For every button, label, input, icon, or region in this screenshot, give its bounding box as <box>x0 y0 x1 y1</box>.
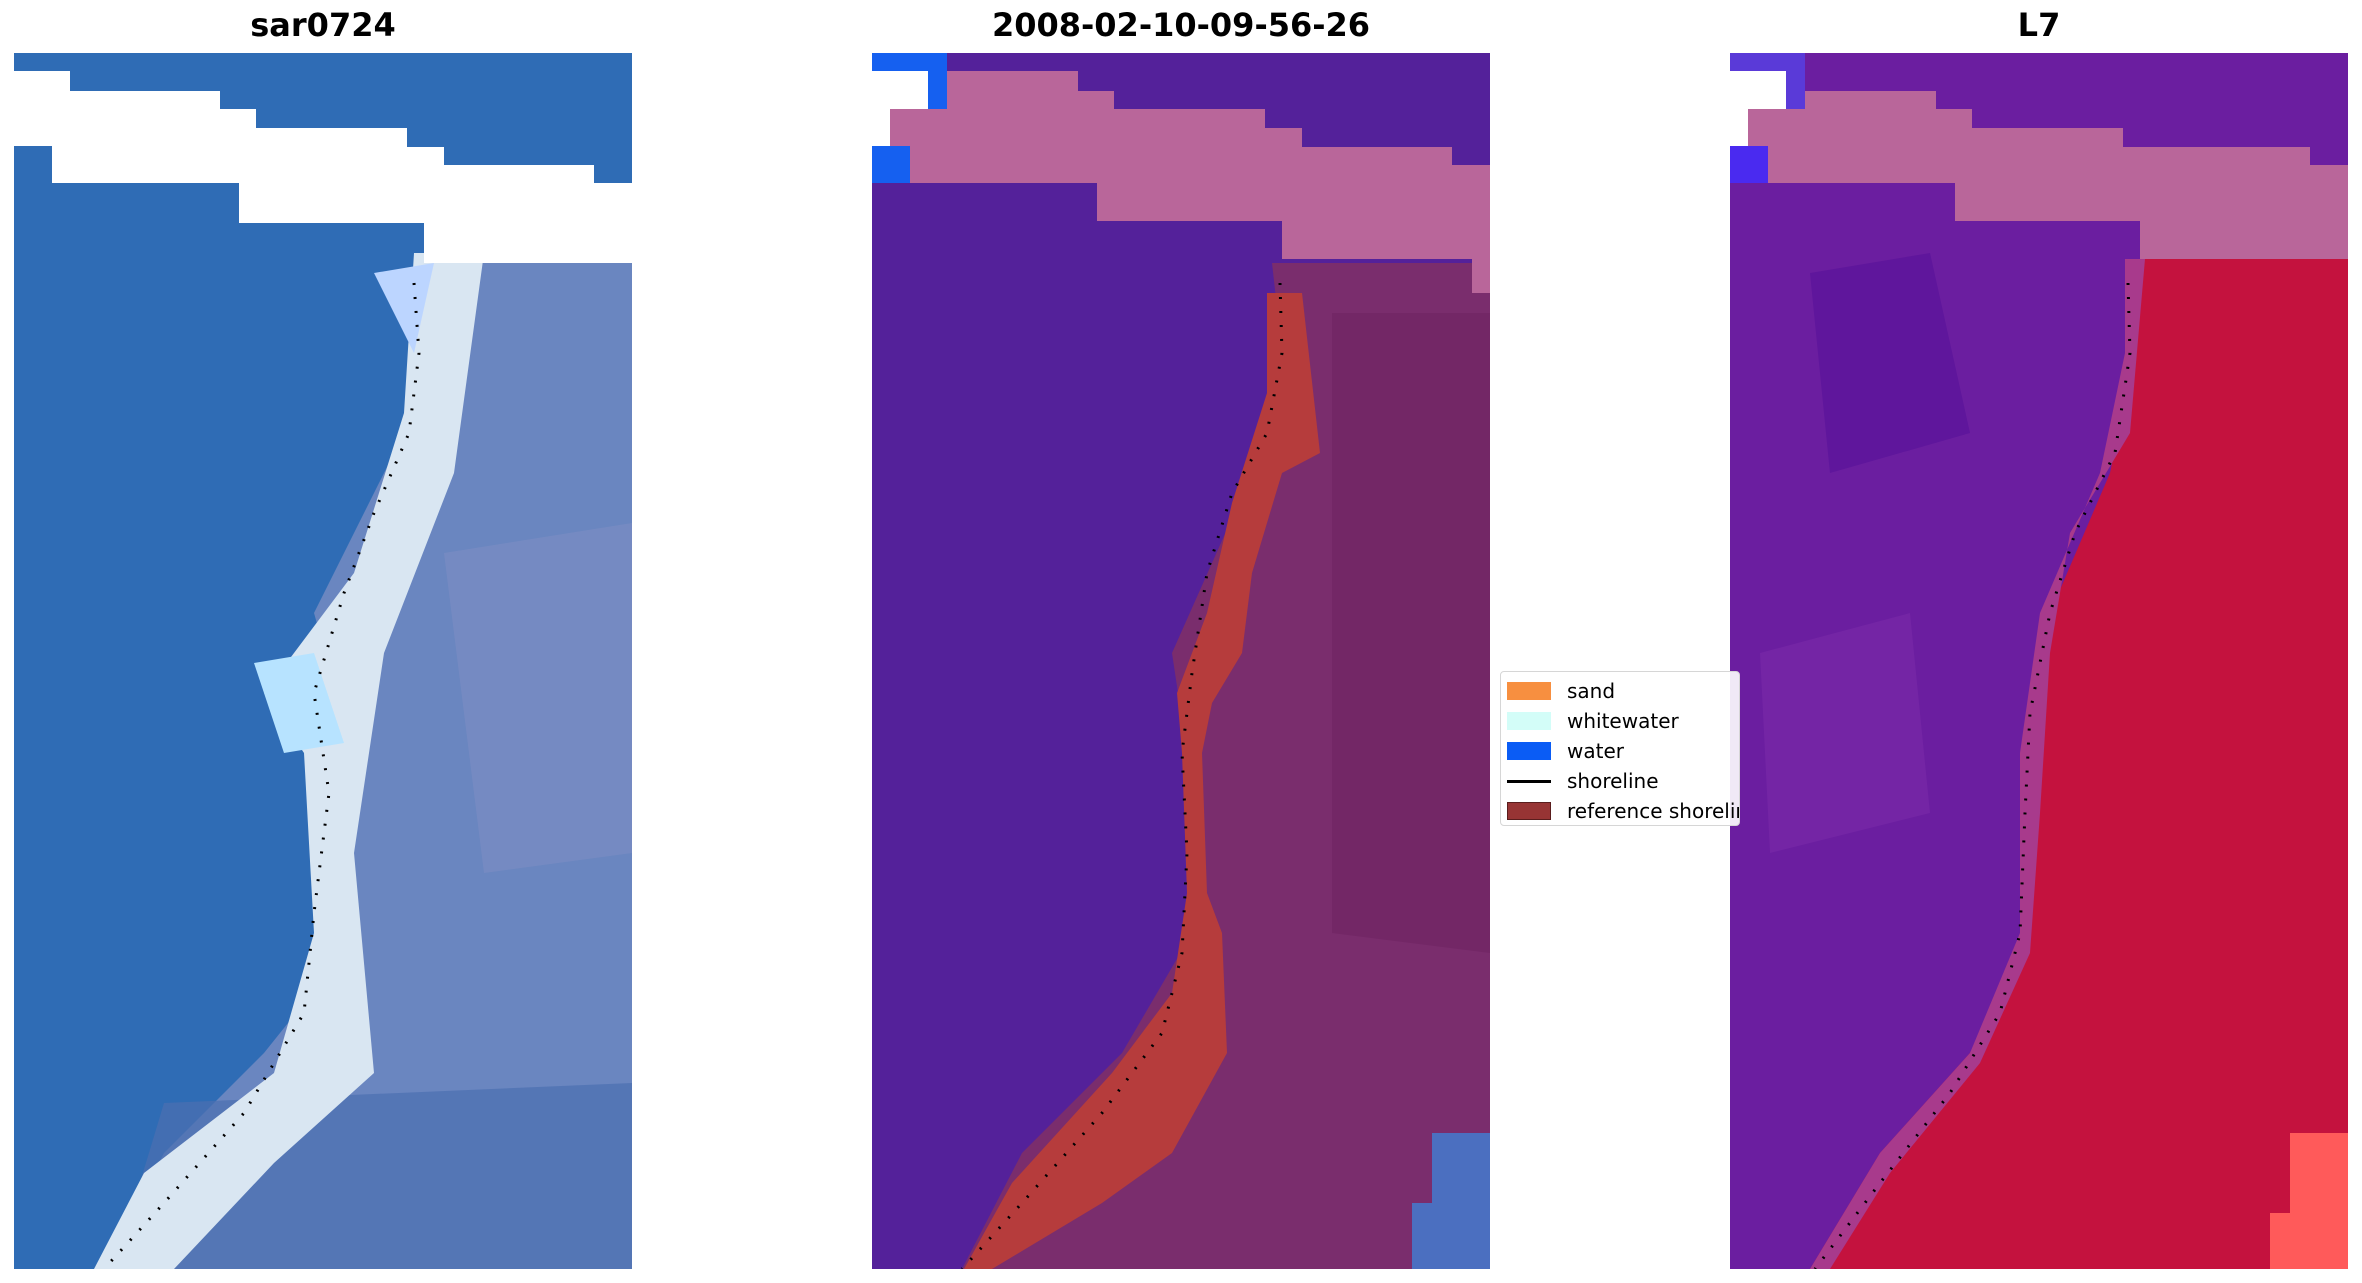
rgb-image-panel <box>14 53 632 1269</box>
legend-label: shoreline <box>1567 769 1659 793</box>
index-image <box>1730 53 2348 1269</box>
legend-label: water <box>1567 739 1624 763</box>
panel-title-date: 2008-02-10-09-56-26 <box>991 6 1371 44</box>
water-swatch <box>1507 742 1551 760</box>
legend-item-water: water <box>1507 736 1739 766</box>
legend-item-whitewater: whitewater <box>1507 706 1739 736</box>
whitewater-swatch <box>1507 712 1551 730</box>
classified-image-panel <box>872 53 1490 1269</box>
index-image-panel <box>1730 53 2348 1269</box>
rgb-image <box>14 53 632 1269</box>
legend-item-shoreline: shoreline <box>1507 766 1739 796</box>
legend-label: sand <box>1567 679 1616 703</box>
legend: sand whitewater water shoreline referenc… <box>1500 671 1740 826</box>
legend-label: reference shoreline <box>1567 799 1739 823</box>
shoreline-line-swatch <box>1507 779 1551 783</box>
legend-label: whitewater <box>1567 709 1679 733</box>
panel-title-l7: L7 <box>2017 6 2061 44</box>
legend-item-sand: sand <box>1507 676 1739 706</box>
reference-shoreline-swatch <box>1507 802 1551 820</box>
sand-swatch <box>1507 682 1551 700</box>
legend-item-reference-shoreline: reference shoreline <box>1507 796 1739 825</box>
classified-image <box>872 53 1490 1269</box>
panel-title-sar0724: sar0724 <box>250 6 396 44</box>
